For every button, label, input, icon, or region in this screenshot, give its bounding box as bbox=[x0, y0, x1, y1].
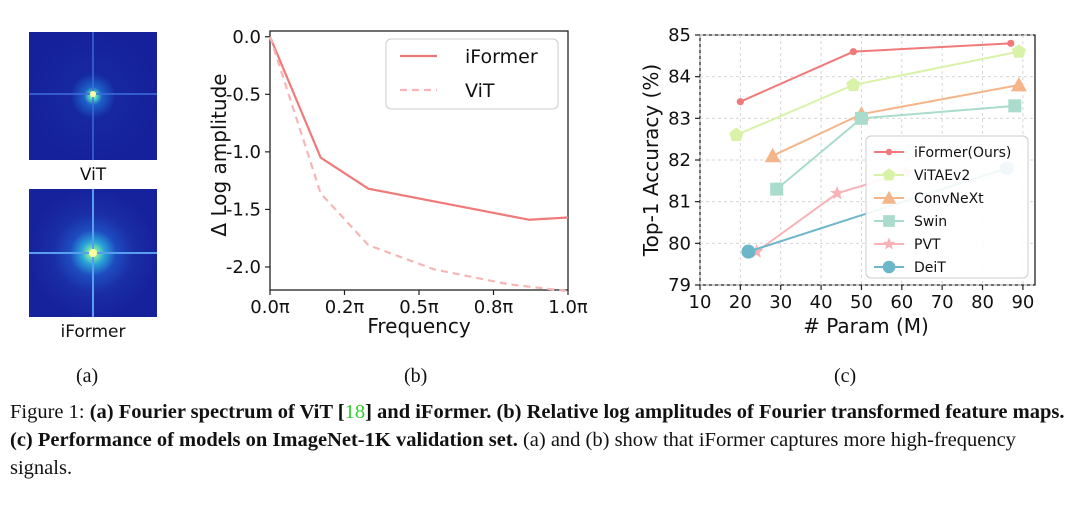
legend-marker-vitaev2 bbox=[882, 168, 896, 181]
data-point-swin bbox=[854, 111, 868, 125]
y-tick-label: 85 bbox=[668, 25, 691, 46]
data-point-pvt bbox=[830, 185, 845, 200]
sublabel-b: (b) bbox=[404, 365, 428, 387]
legend-label-convnext: ConvNeXt bbox=[914, 191, 984, 207]
chart-accuracy-vs-params: 79 80 81 82 83 84 85 10 20 30 40 50 60 70 80 90 Top-1 … bbox=[639, 25, 1036, 338]
fft-image-iformer bbox=[29, 189, 157, 317]
legend-label-swin: Swin bbox=[914, 214, 947, 230]
data-point-vitaev2 bbox=[846, 77, 861, 92]
sublabel-a: (a) bbox=[76, 365, 99, 387]
x-tick-label: 1.0π bbox=[548, 297, 588, 318]
series-line-iformer bbox=[268, 36, 569, 221]
series-line-vit bbox=[268, 36, 569, 293]
data-point-swin bbox=[770, 182, 784, 196]
caption-plain-tail: (a) and (b) show that iFormer captures m… bbox=[10, 429, 1016, 479]
legend-label-deit: DeiT bbox=[914, 260, 946, 276]
data-point-iformer-ours bbox=[849, 48, 857, 56]
data-point-convnext bbox=[764, 147, 781, 163]
x-tick-label: 0.5π bbox=[399, 297, 439, 318]
figure-caption: Figure 1: (a) Fourier spectrum of ViT [1… bbox=[10, 398, 1072, 482]
y-tick-label: 80 bbox=[668, 233, 691, 254]
data-point-convnext bbox=[1010, 77, 1027, 92]
y-tick-label: 0.0 bbox=[232, 27, 261, 48]
legend-marker-pvt bbox=[882, 237, 896, 250]
x-tick-label: 60 bbox=[890, 292, 913, 313]
fft-label-iformer: iFormer bbox=[60, 322, 126, 342]
y-tick-label: 83 bbox=[668, 108, 691, 129]
y-tick-label: -1.5 bbox=[226, 199, 261, 220]
legend-marker-swin bbox=[883, 215, 895, 227]
caption-bold-a-prefix: (a) Fourier spectrum of ViT [ bbox=[89, 401, 345, 423]
data-point-swin bbox=[1008, 99, 1022, 113]
x-tick-label: 0.8π bbox=[474, 297, 514, 318]
fft-iformer-graphic bbox=[29, 189, 157, 317]
legend-label-pvt: PVT bbox=[914, 237, 941, 253]
caption-bold-b: (b) Relative log amplitudes of Fourier t… bbox=[496, 401, 1065, 423]
legend-label-iformer-ours: iFormer(Ours) bbox=[914, 145, 1011, 161]
legend-marker-convnext bbox=[881, 190, 897, 204]
data-point-deit bbox=[741, 244, 756, 259]
x-tick-label: 30 bbox=[769, 292, 792, 313]
y-axis-label: Top-1 Accuracy (%) bbox=[639, 64, 663, 257]
y-tick-label: 79 bbox=[668, 275, 691, 296]
x-tick-label: 80 bbox=[971, 292, 994, 313]
caption-bold-a-suffix: ] and iFormer. bbox=[365, 401, 492, 423]
x-tick-label: 10 bbox=[689, 292, 712, 313]
y-tick-label: -0.5 bbox=[226, 84, 261, 105]
x-tick-label: 70 bbox=[931, 292, 954, 313]
y-tick-label: 82 bbox=[668, 150, 691, 171]
x-tick-label: 50 bbox=[850, 292, 873, 313]
data-point-vitaev2 bbox=[1011, 44, 1026, 58]
legend-label-iformer: iFormer bbox=[465, 46, 538, 68]
legend-label-vit: ViT bbox=[465, 80, 495, 102]
x-axis-label: Frequency bbox=[367, 314, 470, 338]
legend: iFormer(Ours) ViTAEv2 ConvNeXt Swin PVT DeiT bbox=[865, 135, 1029, 279]
data-point-iformer-ours bbox=[736, 98, 744, 106]
fft-image-vit bbox=[29, 32, 157, 160]
legend: iFormer ViT bbox=[385, 38, 559, 110]
y-tick-label: -2.0 bbox=[226, 257, 261, 278]
figure-label: Figure 1: bbox=[10, 401, 85, 423]
data-point-pvt bbox=[749, 244, 764, 258]
x-tick-label: 40 bbox=[810, 292, 833, 313]
x-tick-label: 0.2π bbox=[325, 297, 365, 318]
caption-bold-c: (c) Performance of models on ImageNet-1K… bbox=[10, 429, 518, 451]
sublabel-c: (c) bbox=[834, 365, 857, 387]
legend-marker-iformer-ours bbox=[885, 148, 893, 156]
legend-label-vitaev2: ViTAEv2 bbox=[914, 168, 970, 184]
x-axis-label: # Param (M) bbox=[803, 314, 929, 338]
x-tick-label: 0.0π bbox=[250, 297, 290, 318]
x-tick-label: 90 bbox=[1011, 292, 1034, 313]
y-tick-label: 84 bbox=[668, 67, 691, 88]
chart-log-amplitude: 0.0 -0.5 -1.0 -1.5 -2.0 0.0π 0.2π 0.5π 0.8π 1.0π… bbox=[207, 27, 588, 338]
y-axis-label: Δ Log amplitude bbox=[207, 73, 231, 236]
data-point-vitaev2 bbox=[729, 127, 744, 142]
y-tick-label: 81 bbox=[668, 192, 691, 213]
fft-vit-graphic bbox=[29, 32, 157, 160]
legend-marker-deit bbox=[882, 260, 896, 274]
fft-label-vit: ViT bbox=[79, 165, 107, 185]
data-point-iformer-ours bbox=[1007, 39, 1015, 47]
x-tick-label: 20 bbox=[729, 292, 752, 313]
y-tick-label: -1.0 bbox=[226, 142, 261, 163]
citation-link[interactable]: 18 bbox=[344, 401, 366, 423]
